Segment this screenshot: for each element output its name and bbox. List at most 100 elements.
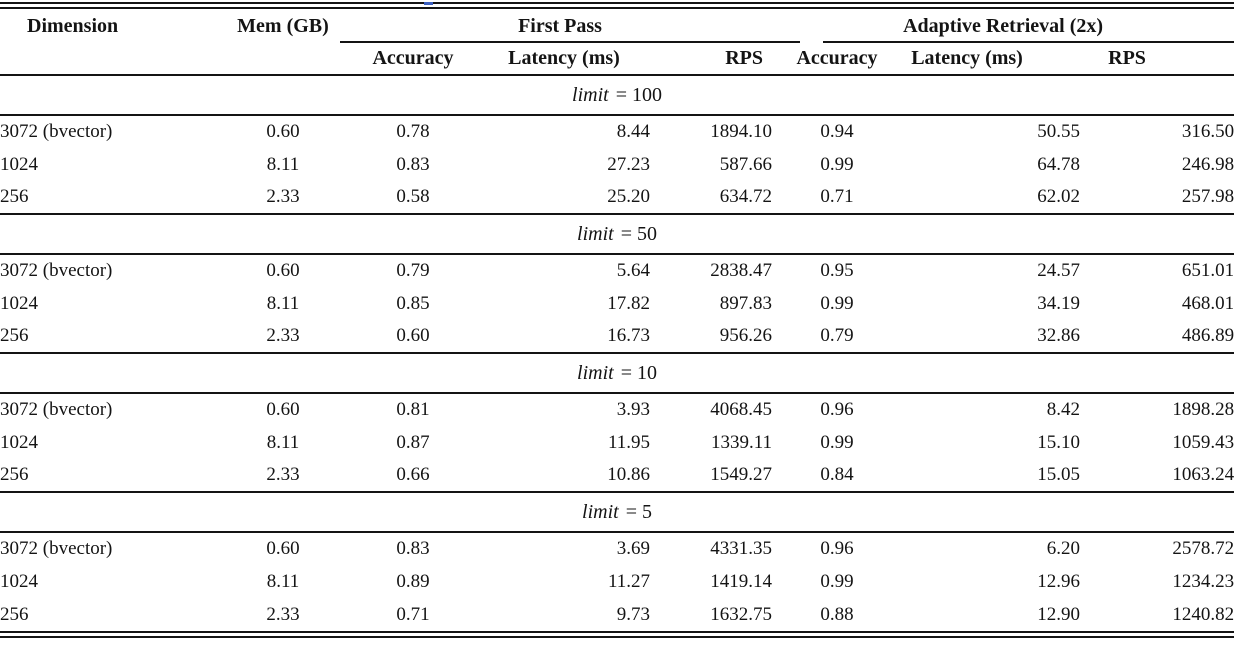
section-limit-label: limit = 5 — [0, 491, 1234, 533]
cell-dimension: 1024 — [0, 153, 38, 175]
adaptive-retrieval-cmidrule — [823, 41, 1234, 43]
cell-mem: 0.60 — [266, 399, 300, 420]
cell-ar-rps: 246.98 — [1181, 153, 1234, 175]
cell-ar-latency: 24.57 — [1037, 260, 1081, 281]
cell-mem: 8.11 — [266, 570, 300, 592]
cell-fp-rps: 587.66 — [719, 153, 773, 175]
col-header-ar-latency: Latency (ms) — [902, 43, 1081, 76]
cell-ar-latency: 62.02 — [1037, 186, 1081, 207]
first-pass-cmidrule — [340, 41, 801, 43]
cell-ar-latency: 12.96 — [1037, 570, 1081, 592]
cell-ar-rps: 257.98 — [1181, 186, 1234, 207]
table-row: 256 2.33 0.60 16.73 956.26 0.79 32.86 486.89 — [0, 320, 1234, 353]
cell-ar-latency: 32.86 — [1037, 325, 1081, 346]
cell-fp-rps: 897.83 — [719, 292, 773, 314]
cell-fp-latency: 3.69 — [616, 538, 650, 559]
cell-mem: 8.11 — [266, 431, 300, 453]
cell-fp-accuracy: 0.85 — [396, 292, 430, 314]
cell-ar-latency: 64.78 — [1037, 153, 1081, 175]
cell-fp-latency: 27.23 — [607, 153, 650, 175]
cell-mem: 2.33 — [266, 464, 300, 485]
cell-dimension: 1024 — [0, 570, 38, 592]
cell-fp-accuracy: 0.71 — [396, 603, 430, 625]
col-header-dimension: Dimension — [27, 15, 119, 37]
cell-fp-latency: 8.44 — [616, 121, 650, 142]
group-header-first-pass-label: First Pass — [518, 14, 602, 37]
cell-fp-accuracy: 0.66 — [396, 464, 430, 485]
cell-ar-accuracy: 0.84 — [820, 464, 854, 485]
cell-dimension: 256 — [0, 325, 29, 346]
cell-mem: 8.11 — [266, 292, 300, 314]
table-row: 1024 8.11 0.85 17.82 897.83 0.99 34.19 468.01 — [0, 287, 1234, 320]
cell-ar-latency: 8.42 — [1046, 399, 1081, 420]
col-header-fp-accuracy: Accuracy — [348, 43, 478, 76]
cell-fp-latency: 25.20 — [607, 186, 650, 207]
cell-ar-accuracy: 0.99 — [820, 292, 854, 314]
col-header-mem: Mem (GB) — [237, 15, 329, 37]
cell-ar-rps: 1059.43 — [1172, 431, 1234, 453]
cell-ar-accuracy: 0.99 — [820, 153, 854, 175]
group-header-adaptive-retrieval-label: Adaptive Retrieval (2x) — [903, 14, 1104, 37]
section-limit-label: limit = 50 — [0, 213, 1234, 255]
cell-dimension: 1024 — [0, 292, 38, 314]
cell-ar-rps: 651.01 — [1181, 260, 1234, 281]
cell-mem: 2.33 — [266, 186, 300, 207]
cell-mem: 2.33 — [266, 603, 300, 625]
cell-dimension: 256 — [0, 186, 29, 207]
cell-mem: 8.11 — [266, 153, 300, 175]
cell-ar-accuracy: 0.96 — [820, 399, 854, 420]
cell-ar-accuracy: 0.88 — [820, 603, 854, 625]
col-header-fp-rps: RPS — [650, 43, 773, 76]
cell-fp-latency: 11.95 — [607, 431, 650, 453]
cell-fp-latency: 16.73 — [607, 325, 650, 346]
cell-ar-accuracy: 0.99 — [820, 431, 854, 453]
table-row: 256 2.33 0.66 10.86 1549.27 0.84 15.05 1063.24 — [0, 459, 1234, 492]
cell-fp-accuracy: 0.79 — [396, 260, 430, 281]
section-label-row: limit = 100 — [0, 74, 1234, 116]
cell-dimension: 256 — [0, 603, 29, 625]
cell-fp-latency: 17.82 — [607, 292, 650, 314]
cell-fp-accuracy: 0.81 — [396, 399, 430, 420]
cell-fp-accuracy: 0.87 — [396, 431, 430, 453]
cell-ar-accuracy: 0.99 — [820, 570, 854, 592]
cell-ar-accuracy: 0.95 — [820, 260, 854, 281]
cell-mem: 2.33 — [266, 325, 300, 346]
group-header-adaptive-retrieval: Adaptive Retrieval (2x) — [772, 9, 1234, 43]
section-label-row: limit = 5 — [0, 491, 1234, 533]
table-body: limit = 100 3072 (bvector) 0.60 0.78 8.44 189… — [0, 74, 1234, 631]
cell-fp-accuracy: 0.89 — [396, 570, 430, 592]
cell-fp-rps: 1419.14 — [710, 570, 773, 592]
cell-dimension: 256 — [0, 464, 29, 485]
cell-fp-rps: 1339.11 — [710, 431, 773, 453]
cell-dimension: 3072 (bvector) — [0, 121, 113, 142]
cell-ar-rps: 468.01 — [1181, 292, 1234, 314]
cell-fp-accuracy: 0.78 — [396, 121, 430, 142]
cell-fp-latency: 3.93 — [616, 399, 650, 420]
cell-fp-latency: 5.64 — [616, 260, 650, 281]
cell-ar-rps: 1063.24 — [1172, 464, 1234, 485]
cell-dimension: 1024 — [0, 431, 38, 453]
cell-ar-rps: 1240.82 — [1172, 603, 1234, 625]
cell-mem: 0.60 — [266, 121, 300, 142]
cell-fp-rps: 956.26 — [719, 325, 773, 346]
section-label-row: limit = 10 — [0, 352, 1234, 394]
table-row: 1024 8.11 0.87 11.95 1339.11 0.99 15.10 1059.43 — [0, 426, 1234, 459]
header-row-subcolumns: Accuracy Latency (ms) RPS Accuracy Laten… — [0, 43, 1234, 76]
cell-fp-latency: 9.73 — [616, 603, 650, 625]
group-header-first-pass: First Pass — [340, 9, 801, 43]
cell-ar-rps: 2578.72 — [1172, 538, 1234, 559]
cell-fp-rps: 1894.10 — [710, 121, 773, 142]
table-top-rule — [0, 2, 1234, 9]
table-row: 3072 (bvector) 0.60 0.78 8.44 1894.10 0.94 50.… — [0, 115, 1234, 148]
section-limit-label: limit = 10 — [0, 352, 1234, 394]
cell-dimension: 3072 (bvector) — [0, 399, 113, 420]
table-row: 1024 8.11 0.89 11.27 1419.14 0.99 12.96 1234.23 — [0, 565, 1234, 598]
cell-ar-accuracy: 0.94 — [820, 121, 854, 142]
cell-fp-accuracy: 0.83 — [396, 538, 430, 559]
cell-fp-accuracy: 0.83 — [396, 153, 430, 175]
table-bottom-rule — [0, 631, 1234, 638]
table-row: 1024 8.11 0.83 27.23 587.66 0.99 64.78 246.98 — [0, 148, 1234, 181]
cell-dimension: 3072 (bvector) — [0, 260, 113, 281]
table-row: 3072 (bvector) 0.60 0.79 5.64 2838.47 0.95 24.… — [0, 254, 1234, 287]
